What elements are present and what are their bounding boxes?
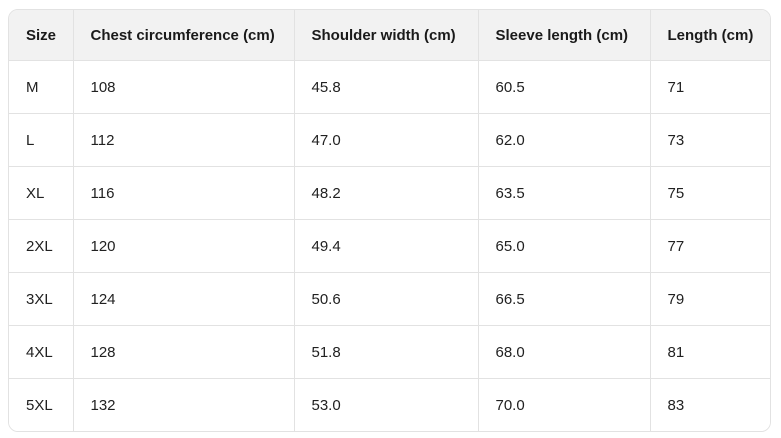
cell-chest-circumference: 112 — [73, 113, 295, 167]
cell-chest-circumference: 124 — [73, 272, 295, 326]
cell-shoulder-width: 45.8 — [294, 60, 479, 114]
column-header-shoulder-width: Shoulder width (cm) — [294, 10, 479, 61]
cell-shoulder-width: 49.4 — [294, 219, 479, 273]
cell-chest-circumference: 120 — [73, 219, 295, 273]
cell-shoulder-width: 53.0 — [294, 378, 479, 431]
size-chart: Size Chest circumference (cm) Shoulder w… — [9, 10, 770, 431]
cell-sleeve-length: 65.0 — [478, 219, 651, 273]
cell-length: 79 — [650, 272, 770, 326]
table-row: 3XL 124 50.6 66.5 79 — [9, 272, 770, 326]
column-header-chest-circumference: Chest circumference (cm) — [73, 10, 295, 61]
header-row: Size Chest circumference (cm) Shoulder w… — [9, 10, 770, 61]
cell-size: 2XL — [9, 219, 74, 273]
cell-shoulder-width: 47.0 — [294, 113, 479, 167]
cell-size: M — [9, 60, 74, 114]
cell-length: 75 — [650, 166, 770, 220]
table-row: M 108 45.8 60.5 71 — [9, 60, 770, 114]
table-row: 4XL 128 51.8 68.0 81 — [9, 325, 770, 379]
cell-size: 5XL — [9, 378, 74, 431]
cell-chest-circumference: 132 — [73, 378, 295, 431]
cell-length: 81 — [650, 325, 770, 379]
cell-chest-circumference: 116 — [73, 166, 295, 220]
cell-size: 3XL — [9, 272, 74, 326]
cell-length: 71 — [650, 60, 770, 114]
cell-chest-circumference: 108 — [73, 60, 295, 114]
cell-length: 83 — [650, 378, 770, 431]
cell-sleeve-length: 63.5 — [478, 166, 651, 220]
cell-sleeve-length: 68.0 — [478, 325, 651, 379]
cell-chest-circumference: 128 — [73, 325, 295, 379]
table-row: 2XL 120 49.4 65.0 77 — [9, 219, 770, 273]
cell-length: 73 — [650, 113, 770, 167]
table-row: 5XL 132 53.0 70.0 83 — [9, 378, 770, 431]
cell-shoulder-width: 50.6 — [294, 272, 479, 326]
cell-sleeve-length: 70.0 — [478, 378, 651, 431]
cell-sleeve-length: 62.0 — [478, 113, 651, 167]
cell-sleeve-length: 66.5 — [478, 272, 651, 326]
column-header-length: Length (cm) — [650, 10, 770, 61]
size-chart-table: Size Chest circumference (cm) Shoulder w… — [8, 9, 771, 432]
cell-size: 4XL — [9, 325, 74, 379]
cell-shoulder-width: 51.8 — [294, 325, 479, 379]
cell-size: XL — [9, 166, 74, 220]
table-row: XL 116 48.2 63.5 75 — [9, 166, 770, 220]
column-header-size: Size — [9, 10, 74, 61]
cell-sleeve-length: 60.5 — [478, 60, 651, 114]
cell-size: L — [9, 113, 74, 167]
table-row: L 112 47.0 62.0 73 — [9, 113, 770, 167]
cell-shoulder-width: 48.2 — [294, 166, 479, 220]
column-header-sleeve-length: Sleeve length (cm) — [478, 10, 651, 61]
cell-length: 77 — [650, 219, 770, 273]
